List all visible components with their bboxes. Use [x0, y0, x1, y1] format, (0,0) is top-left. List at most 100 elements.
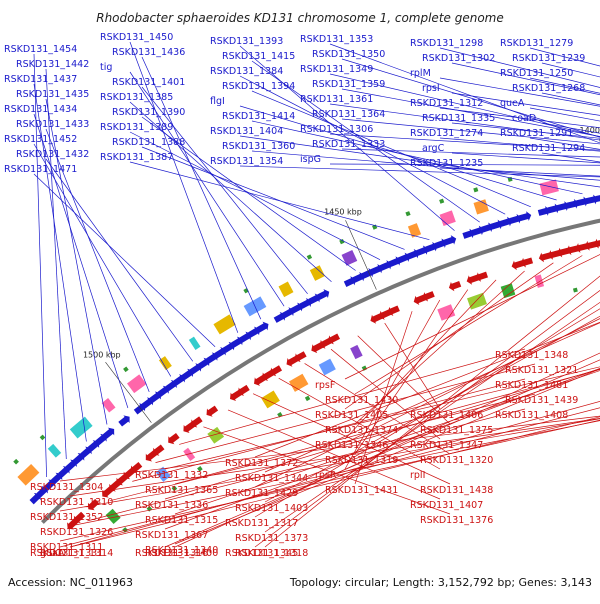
reverse-gene-label: RSKD131_1321 — [505, 365, 578, 376]
tick-label: 1450 kbp — [324, 208, 362, 217]
reverse-gene-label: RSKD131_1320 — [420, 455, 493, 466]
forward-gene-label: RSKD131_1388 — [112, 137, 185, 148]
reverse-gene-arrow — [165, 431, 181, 446]
forward-gene-label: RSKD131_1350 — [312, 49, 385, 60]
accession-text: Accession: NC_011963 — [8, 576, 133, 589]
forward-gene-arrow — [117, 413, 133, 428]
forward-gene-label: argC — [422, 143, 445, 154]
forward-annotation-block — [159, 356, 172, 370]
reverse-gene-label: RSKD131_1429 — [225, 488, 298, 499]
forward-marker — [13, 459, 19, 465]
forward-marker — [40, 435, 46, 441]
forward-annotation-block — [440, 210, 456, 226]
forward-leader-line — [34, 54, 47, 477]
reverse-gene-label: RSKD131_1376 — [420, 515, 493, 526]
forward-marker — [339, 239, 344, 244]
forward-gene-label: RSKD131_1401 — [112, 77, 185, 88]
reverse-marker — [573, 288, 578, 293]
forward-gene-label: RSKD131_1433 — [16, 119, 89, 130]
forward-gene-label: RSKD131_1389 — [100, 122, 173, 133]
forward-annotation-block — [70, 417, 93, 439]
reverse-annotation-block — [183, 448, 195, 461]
forward-gene-label: RSKD131_1360 — [222, 141, 295, 152]
forward-marker — [405, 211, 410, 216]
reverse-gene-label: RSKD131_1346 — [315, 440, 388, 451]
forward-gene-label: RSKD131_1404 — [210, 126, 283, 137]
forward-gene-label: RSKD131_1335 — [422, 113, 495, 124]
forward-gene-label: RSKD131_1390 — [112, 107, 185, 118]
reverse-annotation-block — [319, 359, 336, 376]
reverse-gene-label: RSKD131_1439 — [505, 395, 578, 406]
reverse-gene-label: RSKD131_1430 — [325, 395, 398, 406]
reverse-gene-label: RSKD131_1375 — [420, 425, 493, 436]
reverse-gene-label: RSKD131_1400 — [145, 548, 218, 559]
forward-gene-label: RSKD131_1333 — [312, 139, 385, 150]
forward-gene-label: flgI — [210, 96, 225, 107]
forward-gene-label: RSKD131_1302 — [422, 53, 495, 64]
reverse-gene-label: RSKD131_1374 — [325, 425, 398, 436]
forward-marker — [307, 254, 312, 259]
forward-gene-label: RSKD131_1384 — [210, 66, 283, 77]
reverse-gene-label: RSKD131_1348 — [495, 350, 568, 361]
reverse-gene-label: RSKD131_1317 — [225, 518, 298, 529]
reverse-gene-label: RSKD131_1367 — [135, 530, 208, 541]
reverse-gene-label: RSKD131_1403 — [235, 503, 308, 514]
forward-leader-line — [46, 159, 193, 361]
forward-gene-label: RSKD131_1452 — [4, 134, 77, 145]
forward-gene-label: RSKD131_1414 — [222, 111, 295, 122]
reverse-gene-label: RSKD131_1438 — [420, 485, 493, 496]
forward-gene-label: RSKD131_1387 — [100, 152, 173, 163]
reverse-gene-label: RSKD131_1310 — [40, 497, 113, 508]
forward-gene-label: RSKD131_1442 — [16, 59, 89, 70]
reverse-gene-arrow — [447, 279, 462, 293]
reverse-gene-label: RSKD131_1352 — [30, 512, 103, 523]
forward-leader-line — [34, 144, 171, 376]
reverse-gene-arrow — [204, 404, 220, 419]
reverse-gene-label: RSKD131_1431 — [325, 485, 398, 496]
forward-gene-label: RSKD131_1415 — [222, 51, 295, 62]
forward-gene-label: RSKD131_1354 — [210, 156, 283, 167]
forward-gene-label: RSKD131_1361 — [300, 94, 373, 105]
forward-gene-label: RSKD131_1364 — [312, 109, 385, 120]
forward-gene-label: RSKD131_1435 — [16, 89, 89, 100]
forward-annotation-block — [48, 444, 61, 458]
forward-marker — [123, 367, 129, 373]
forward-leader-line — [34, 174, 215, 347]
reverse-gene-label: RSKD131_1326 — [40, 527, 113, 538]
forward-gene-label: RSKD131_1294 — [512, 143, 585, 154]
forward-gene-arrow — [518, 210, 532, 223]
reverse-gene-label: RSKD131_1315 — [145, 515, 218, 526]
forward-gene-label: RSKD131_1393 — [210, 36, 283, 47]
forward-gene-label: rplM — [410, 68, 431, 79]
forward-gene-label: RSKD131_1432 — [16, 149, 89, 160]
forward-marker — [439, 199, 444, 204]
reverse-gene-label: RSKD131_1365 — [145, 485, 218, 496]
reverse-annotation-block — [350, 345, 363, 359]
forward-gene-label: RSKD131_1298 — [410, 38, 483, 49]
tick-line — [106, 362, 152, 423]
forward-gene-label: RSKD131_1239 — [512, 53, 585, 64]
map-title: Rhodobacter sphaeroides KD131 chromosome… — [96, 11, 504, 25]
forward-gene-label: RSKD131_1385 — [100, 92, 173, 103]
reverse-gene-label: RSKD131_1481 — [495, 380, 568, 391]
forward-gene-label: RSKD131_1291 — [500, 128, 573, 139]
forward-gene-label: RSKD131_1235 — [410, 158, 483, 169]
forward-gene-label: RSKD131_1250 — [500, 68, 573, 79]
forward-gene-label: RSKD131_1268 — [512, 83, 585, 94]
forward-gene-label: RSKD131_1279 — [500, 38, 573, 49]
reverse-gene-label: RSKD131_1406 — [410, 410, 483, 421]
reverse-gene-label: RSKD131_1405 — [315, 410, 388, 421]
reverse-gene-label: RSKD131_1336 — [135, 500, 208, 511]
reverse-annotation-block — [261, 390, 280, 408]
forward-gene-label: RSKD131_1437 — [4, 74, 77, 85]
reverse-gene-label: RSKD131_1373 — [235, 533, 308, 544]
topology-text: Topology: circular; Length: 3,152,792 bp… — [289, 576, 592, 589]
forward-gene-label: RSKD131_1454 — [4, 44, 77, 55]
reverse-gene-label: RSKD131_1372 — [225, 458, 298, 469]
reverse-gene-label: RSKD131_1344 — [235, 473, 308, 484]
reverse-gene-label: rpsR — [315, 470, 337, 481]
reverse-gene-label: RSKD131_1314 — [40, 548, 113, 559]
forward-gene-label: RSKD131_1349 — [300, 64, 373, 75]
forward-marker — [473, 187, 478, 192]
